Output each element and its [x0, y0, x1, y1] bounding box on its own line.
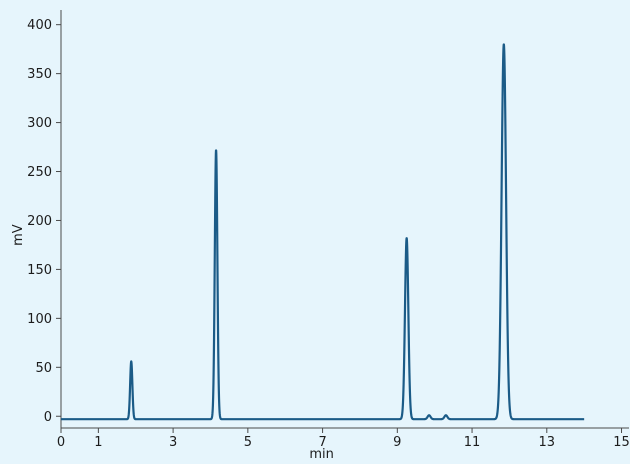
- axes: [60, 10, 629, 429]
- x-tick-label: 1: [94, 435, 102, 450]
- y-tick-label: 350: [27, 67, 52, 82]
- y-tick-label: 400: [27, 18, 52, 33]
- series-line: [60, 43, 586, 421]
- x-tick-label: 15: [613, 435, 630, 450]
- y-axis-ticks: 0 50 100 150 200 250 300 350 400: [27, 18, 61, 425]
- y-tick-label: 100: [27, 312, 52, 327]
- x-tick-label: 0: [57, 435, 65, 450]
- x-axis-ticks: 0 1 3 5 7 9 11 13 15: [57, 428, 630, 450]
- series-layer: [60, 43, 586, 421]
- x-tick-label: 3: [169, 435, 177, 450]
- x-axis-title: min: [309, 447, 334, 460]
- y-tick-label: 200: [27, 214, 52, 229]
- y-tick-label: 0: [44, 410, 52, 425]
- y-tick-label: 150: [27, 263, 52, 278]
- y-tick-label: 300: [27, 116, 52, 131]
- x-tick-label: 13: [539, 435, 556, 450]
- x-tick-label: 9: [393, 435, 401, 450]
- x-tick-label: 5: [244, 435, 252, 450]
- x-tick-label: 7: [318, 435, 326, 450]
- y-axis-title: mV: [11, 224, 26, 246]
- y-tick-label: 250: [27, 165, 52, 180]
- x-tick-label: 11: [464, 435, 481, 450]
- y-tick-label: 50: [35, 361, 52, 376]
